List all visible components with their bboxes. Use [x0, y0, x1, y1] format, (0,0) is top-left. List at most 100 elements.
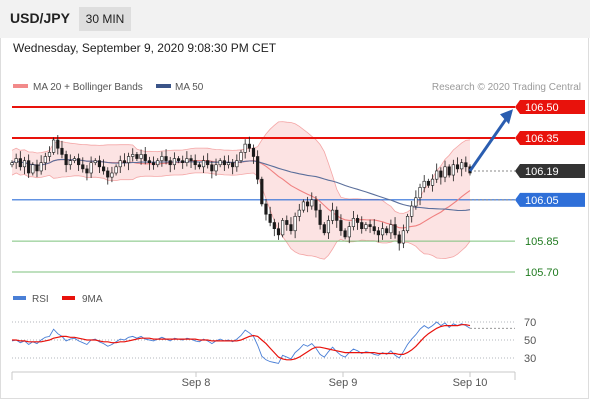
candles [10, 135, 472, 251]
candle [281, 217, 285, 238]
timeframe-badge[interactable]: 30 MIN [79, 7, 131, 31]
candle-body [372, 226, 376, 232]
candle [251, 144, 256, 164]
candle [131, 148, 135, 162]
candle [106, 167, 110, 185]
candle [264, 198, 268, 221]
candle [77, 153, 81, 171]
bollinger-bands [11, 121, 471, 260]
candle [397, 231, 401, 251]
candle-body [380, 228, 385, 236]
candle [197, 162, 201, 170]
rsi-ma-line [12, 324, 471, 361]
legend-swatch-ma50 [156, 84, 171, 88]
candle [393, 217, 397, 239]
candle-body [322, 224, 326, 234]
legend-swatch-ma20 [13, 84, 28, 88]
candle [176, 156, 181, 164]
candle [239, 149, 243, 164]
candle-body [206, 160, 210, 166]
candle-body [43, 156, 47, 163]
candle-body [455, 164, 460, 170]
candle-body [164, 156, 168, 161]
candle-body [176, 158, 181, 161]
candle-body [293, 216, 297, 232]
rsi-tick-30: 30 [524, 353, 536, 365]
candle-body [193, 160, 197, 166]
candle [143, 147, 147, 165]
candle [389, 219, 393, 239]
level-badge-text: 106.35 [525, 133, 559, 145]
candle [401, 224, 405, 249]
candle-body [39, 162, 43, 172]
credit-label: Research © 2020 Trading Central [432, 82, 581, 93]
candle-body [405, 216, 410, 232]
candle-body [272, 222, 276, 229]
candle-body [335, 209, 339, 221]
candle-body [347, 226, 351, 238]
candle-body [281, 220, 285, 236]
time-tick-label: Sep 9 [329, 377, 358, 389]
candle [222, 155, 226, 171]
candle [289, 217, 293, 235]
candle-body [360, 222, 364, 229]
candle [405, 213, 410, 234]
candle [226, 155, 231, 169]
candle-body [239, 152, 243, 161]
level-labels: 106.50 106.35 106.19 106.05 105.85 105.70 [515, 100, 585, 279]
level-badge-text: 106.50 [525, 102, 559, 114]
candle [81, 157, 85, 173]
candle [35, 159, 39, 178]
candle [430, 174, 435, 192]
candle [110, 166, 114, 183]
candle [418, 183, 422, 206]
candle-body [47, 152, 52, 157]
chart-frame [0, 38, 589, 399]
candle-body [451, 164, 455, 176]
candle [189, 154, 193, 169]
candle-body [326, 220, 331, 234]
legend-swatch-rsi-ma [62, 296, 75, 300]
candle-body [318, 209, 322, 225]
candle [422, 175, 426, 193]
candle-body [143, 154, 147, 161]
candle [351, 210, 356, 231]
level-badge-text: 106.05 [525, 195, 559, 207]
candle-body [222, 160, 226, 166]
candle-body [393, 224, 397, 236]
candle [260, 176, 264, 207]
candle-body [168, 160, 172, 166]
candle [293, 212, 297, 239]
candle-body [397, 234, 401, 244]
candle [114, 164, 118, 176]
candle-body [460, 162, 464, 170]
candle [210, 161, 214, 179]
candle [97, 155, 102, 173]
legend-label-ma50: MA 50 [175, 82, 204, 93]
candle [43, 152, 47, 171]
level-badge-106-05: 106.05 [515, 192, 585, 207]
candle [102, 159, 106, 175]
candle [60, 140, 64, 159]
candle [64, 150, 68, 173]
candle-body [430, 178, 435, 186]
candle-body [351, 218, 356, 227]
candle-body [72, 158, 77, 161]
candle-body [10, 162, 14, 166]
candle-body [160, 156, 164, 161]
candle-body [147, 160, 151, 163]
candle [426, 178, 430, 188]
candle [247, 136, 251, 152]
candle [201, 155, 206, 173]
candle [151, 156, 156, 170]
candle [68, 154, 72, 170]
candle-body [77, 158, 81, 166]
candle-body [81, 164, 85, 170]
candle [451, 159, 455, 182]
candle [231, 158, 235, 175]
candle-body [35, 164, 39, 172]
candle-body [126, 156, 131, 163]
candle [443, 160, 447, 183]
candle [314, 196, 318, 218]
level-badge-106-35: 106.35 [515, 130, 585, 145]
